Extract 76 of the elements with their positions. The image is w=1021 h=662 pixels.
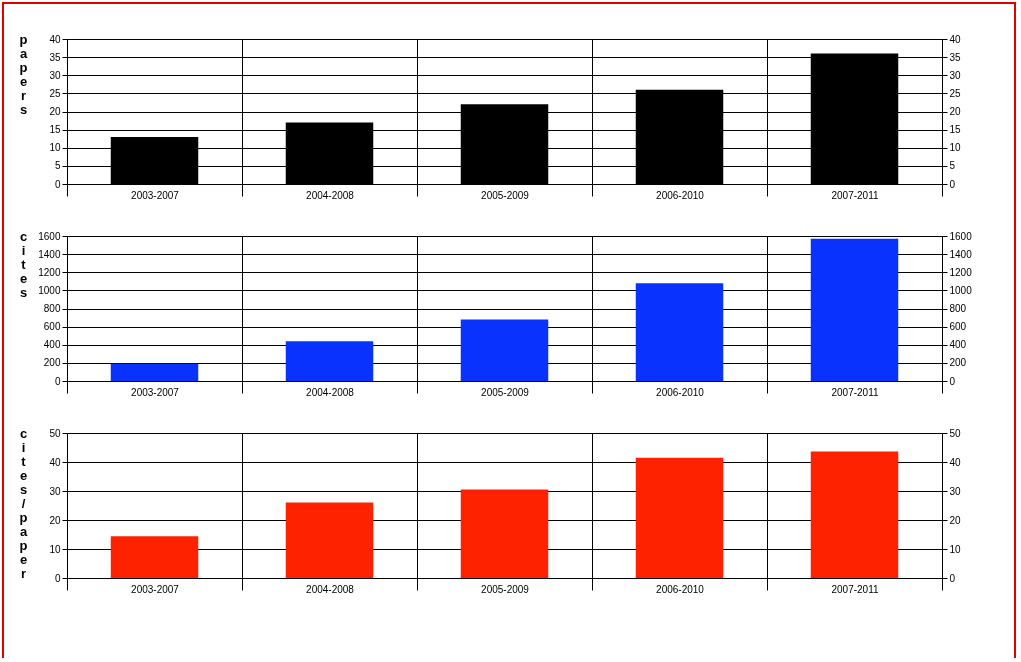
- y-tick-label: 20: [49, 514, 61, 526]
- x-tick-label: 2006-2010: [656, 189, 705, 201]
- y2-tick-label: 35: [949, 51, 962, 63]
- bar: [285, 502, 374, 578]
- y-tick-label: 10: [49, 142, 61, 154]
- x-tick-label: 2005-2009: [481, 583, 530, 595]
- x-tick-label: 2004-2008: [306, 583, 355, 595]
- y2-tick-label: 40: [949, 456, 962, 468]
- bar: [810, 451, 899, 578]
- y-axis-title: cites: [19, 228, 28, 300]
- y2-tick-label: 0: [949, 178, 956, 190]
- y2-tick-label: 1600: [949, 230, 973, 242]
- y-axis-title: papers: [19, 31, 28, 117]
- y2-tick-label: 0: [949, 572, 956, 584]
- y-tick-label: 40: [49, 33, 61, 45]
- bar: [460, 319, 549, 381]
- y2-tick-label: 1200: [949, 266, 973, 278]
- y-tick-label: 5: [54, 160, 61, 172]
- bar: [460, 489, 549, 578]
- bar: [110, 363, 199, 381]
- y-tick-label: 25: [49, 87, 61, 99]
- y2-tick-label: 20: [949, 106, 962, 117]
- x-tick-label: 2007-2011: [831, 583, 879, 595]
- y2-tick-label: 1400: [949, 248, 973, 260]
- x-tick-label: 2004-2008: [306, 386, 355, 398]
- x-tick-label: 2007-2011: [831, 189, 879, 201]
- y-tick-label: 200: [43, 357, 61, 369]
- y2-tick-label: 5: [949, 160, 956, 172]
- x-tick-label: 2007-2011: [831, 386, 879, 398]
- y2-tick-label: 800: [949, 303, 967, 314]
- y-tick-label: 0: [54, 572, 61, 584]
- y-tick-label: 1600: [38, 230, 61, 242]
- x-tick-label: 2003-2007: [131, 189, 180, 201]
- y-tick-label: 1200: [38, 266, 61, 278]
- y2-tick-label: 20: [949, 514, 962, 526]
- y2-tick-label: 40: [949, 33, 962, 45]
- x-tick-label: 2005-2009: [481, 386, 530, 398]
- y2-tick-label: 0: [949, 375, 956, 387]
- y-tick-label: 40: [49, 456, 61, 468]
- y2-tick-label: 30: [949, 485, 962, 497]
- y-tick-label: 1000: [38, 284, 61, 296]
- bar: [285, 341, 374, 381]
- y-tick-label: 35: [49, 51, 61, 63]
- y2-tick-label: 600: [949, 321, 967, 333]
- y-tick-label: 15: [49, 124, 61, 136]
- bar: [635, 283, 724, 381]
- x-tick-label: 2006-2010: [656, 583, 705, 595]
- y2-tick-label: 1000: [949, 284, 973, 296]
- y-tick-label: 0: [54, 375, 61, 387]
- y-tick-label: 20: [49, 106, 61, 117]
- bar: [810, 238, 899, 381]
- y-tick-label: 0: [54, 178, 61, 190]
- y2-tick-label: 200: [949, 357, 967, 369]
- y2-tick-label: 10: [949, 543, 962, 555]
- y-tick-label: 400: [43, 339, 61, 351]
- x-tick-label: 2003-2007: [131, 386, 180, 398]
- y-tick-label: 800: [43, 303, 61, 314]
- y-tick-label: 10: [49, 543, 61, 555]
- y-tick-label: 600: [43, 321, 61, 333]
- y2-tick-label: 15: [949, 124, 962, 136]
- y2-tick-label: 400: [949, 339, 967, 351]
- text: cites/paper: [19, 425, 28, 581]
- y2-tick-label: 25: [949, 87, 962, 99]
- bar: [110, 536, 199, 578]
- bar: [635, 457, 724, 578]
- x-tick-label: 2005-2009: [481, 189, 530, 201]
- y-tick-label: 30: [49, 485, 61, 497]
- y2-tick-label: 50: [949, 427, 962, 439]
- x-tick-label: 2004-2008: [306, 189, 355, 201]
- x-tick-label: 2003-2007: [131, 583, 180, 595]
- y-tick-label: 30: [49, 69, 61, 81]
- x-tick-label: 2006-2010: [656, 386, 705, 398]
- y2-tick-label: 30: [949, 69, 962, 81]
- y2-tick-label: 10: [949, 142, 962, 154]
- y-tick-label: 1400: [38, 248, 61, 260]
- y-tick-label: 50: [49, 427, 61, 439]
